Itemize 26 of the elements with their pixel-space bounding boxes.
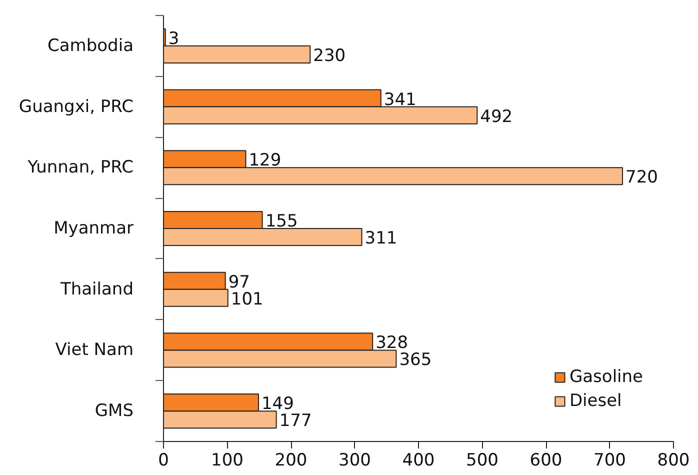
legend-label: Diesel — [569, 391, 622, 411]
x-tick-label: 100 — [211, 450, 244, 470]
data-label: 311 — [364, 228, 398, 249]
data-label: 341 — [384, 90, 416, 110]
y-tick-label: Yunnan, PRC — [26, 158, 134, 178]
y-tick-label: GMS — [94, 401, 134, 422]
data-label: 3 — [168, 28, 180, 49]
data-label: 492 — [480, 106, 513, 127]
x-tick-label: 300 — [338, 450, 371, 470]
y-tick-label: Cambodia — [48, 36, 134, 56]
x-tick-label: 800 — [657, 450, 690, 470]
x-tick-label: 700 — [594, 450, 626, 470]
legend-label: Gasoline — [569, 367, 643, 387]
x-tick-label: 400 — [402, 450, 435, 470]
y-tick-label: Thailand — [59, 279, 134, 300]
x-tick-label: 200 — [274, 450, 308, 470]
data-label: 720 — [626, 168, 658, 188]
data-label: 155 — [265, 211, 298, 232]
y-tick-label: Viet Nam — [55, 340, 134, 360]
x-tick-label: 0 — [158, 450, 169, 470]
data-label: 129 — [248, 150, 282, 171]
x-tick-label: 500 — [466, 450, 498, 470]
y-tick-label: Myanmar — [54, 218, 134, 238]
data-label: 230 — [313, 46, 346, 66]
y-tick-label: Guangxi, PRC — [18, 96, 134, 117]
x-tick-label: 600 — [530, 450, 562, 470]
